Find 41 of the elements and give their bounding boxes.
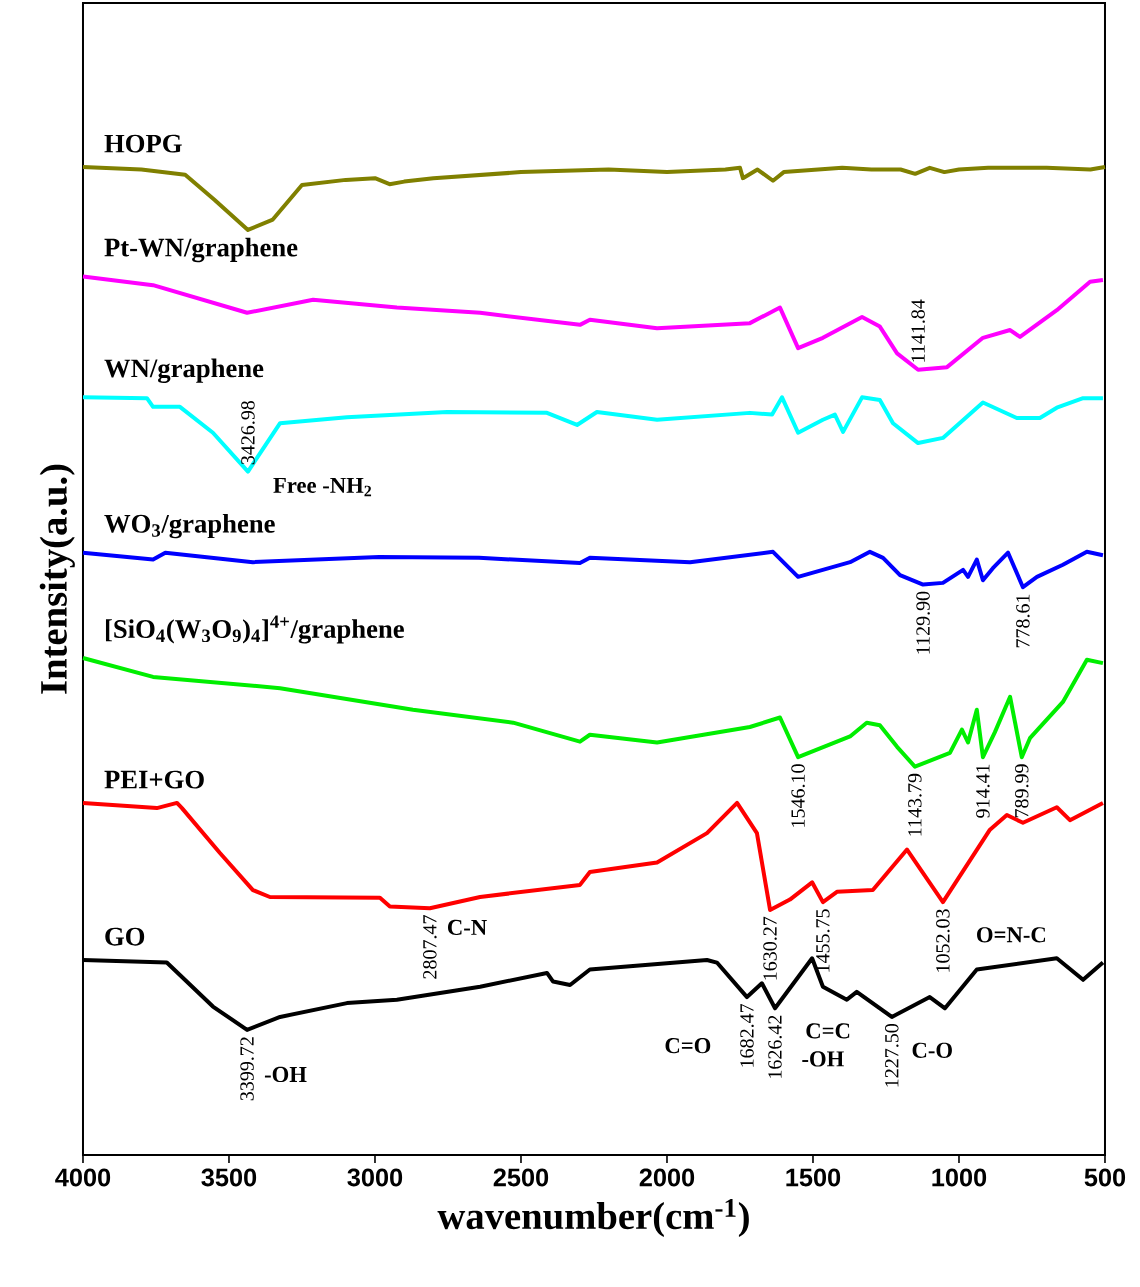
- x-tick-label: 2500: [493, 1168, 549, 1187]
- annotation: 3399.72: [240, 1037, 254, 1101]
- annotation: 1455.75: [816, 909, 830, 972]
- x-tick-label: 1500: [786, 1168, 841, 1187]
- annotation: C=C: [806, 1023, 850, 1039]
- x-axis-title: wavenumber(cm$^{-1}$): [437, 1198, 749, 1238]
- x-tick-label: 2000: [639, 1168, 695, 1187]
- series-label: GO: [105, 927, 145, 946]
- annotation: C=O: [665, 1038, 711, 1054]
- x-tick-label: 500: [1084, 1168, 1126, 1187]
- annotation: 1227.50: [885, 1024, 899, 1087]
- annotation: 1129.90: [916, 591, 930, 654]
- annotation: 3426.98: [241, 400, 255, 465]
- annotation: 778.61: [1016, 594, 1030, 648]
- annotation: 914.41: [976, 764, 990, 818]
- annotation: -OH: [802, 1051, 844, 1067]
- annotation: C-O: [912, 1042, 952, 1058]
- annotation: 1052.03: [936, 909, 950, 972]
- annotation: O=N-C: [977, 927, 1046, 943]
- annotation: 2807.47: [423, 915, 437, 979]
- x-tick-label: 3000: [347, 1168, 403, 1187]
- series-label: HOPG: [104, 134, 182, 153]
- annotation: -OH: [264, 1066, 307, 1083]
- annotation: C-N: [447, 919, 487, 936]
- x-tick-label: 3500: [201, 1168, 257, 1187]
- annotation: 1546.10: [791, 764, 805, 827]
- annotation: 1626.42: [768, 1015, 782, 1078]
- x-tick-label: 4000: [55, 1168, 111, 1187]
- annotation: 789.99: [1014, 764, 1029, 818]
- annotation: 1143.79: [908, 773, 922, 836]
- series-label: PEI+GO: [104, 770, 204, 789]
- annotation: Free -NH$_{2}$: [273, 477, 372, 497]
- annotation: 1141.84: [911, 299, 925, 362]
- series-label: Pt-WN/graphene: [104, 237, 298, 263]
- annotation: 1682.47: [740, 1004, 754, 1067]
- x-tick-label: 1000: [932, 1168, 987, 1187]
- series-label: WN/graphene: [104, 358, 264, 383]
- series-label: WO$_{3}$/graphene: [104, 513, 275, 539]
- y-axis-title: Intensity(a.u.): [39, 464, 75, 694]
- annotation: 1630.27: [763, 916, 777, 980]
- text: [SiO$_{4}$(W$_{3}$O$_{9}$)$_{4}$]$^{4+}$/graphene: [105, 615, 404, 644]
